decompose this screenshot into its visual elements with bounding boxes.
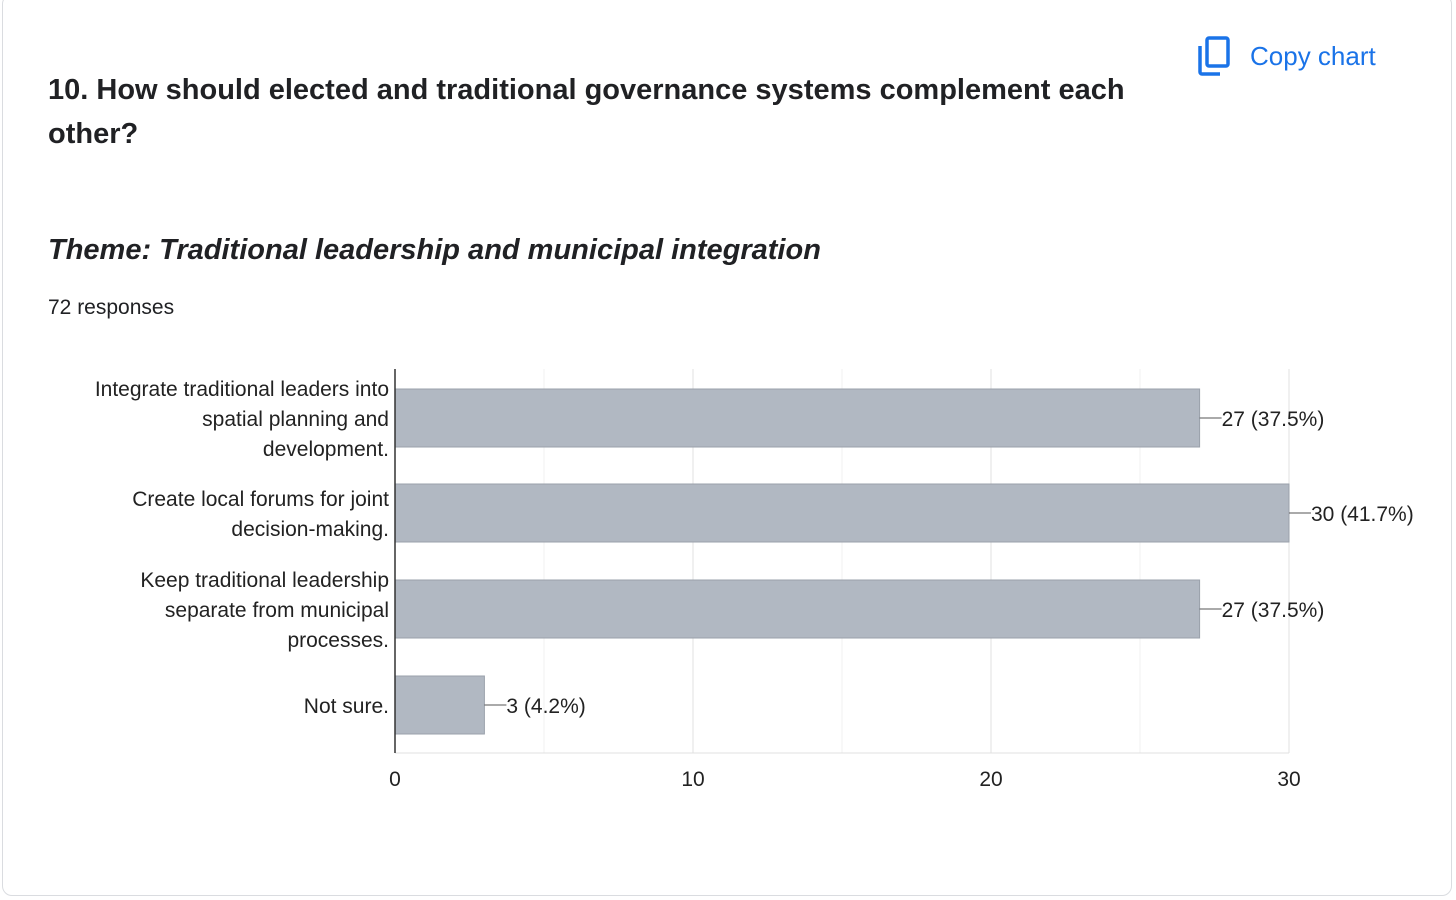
bar [394, 675, 485, 735]
response-count: 72 responses [48, 296, 175, 319]
category-label: Integrate traditional leaders into [95, 378, 389, 401]
category-label: Create local forums for joint [132, 488, 389, 511]
data-label: 3 (4.2%) [506, 695, 585, 718]
bar [394, 388, 1201, 448]
copy-chart-label: Copy chart [1250, 40, 1376, 71]
x-tick-label: 0 [389, 768, 401, 791]
data-label: 30 (41.7%) [1311, 503, 1414, 526]
bar [394, 483, 1290, 543]
category-label: spatial planning and [202, 408, 389, 431]
question-title: 10. How should elected and traditional g… [48, 74, 1125, 150]
copy-chart-button[interactable]: Copy chart [1196, 34, 1376, 78]
category-label: separate from municipal [165, 599, 389, 622]
x-tick-label: 10 [681, 768, 704, 791]
category-label: processes. [287, 629, 389, 652]
category-label: decision-making. [231, 518, 389, 541]
x-tick-label: 20 [979, 768, 1002, 791]
data-label: 27 (37.5%) [1222, 599, 1325, 622]
copy-icon [1196, 36, 1232, 76]
chart-subtitle: Theme: Traditional leadership and munici… [48, 234, 821, 266]
category-label: development. [263, 438, 389, 461]
x-tick-label: 30 [1277, 768, 1300, 791]
data-label: 27 (37.5%) [1222, 408, 1325, 431]
category-label: Not sure. [304, 695, 389, 718]
category-label: Keep traditional leadership [140, 569, 389, 592]
bar [394, 579, 1201, 639]
